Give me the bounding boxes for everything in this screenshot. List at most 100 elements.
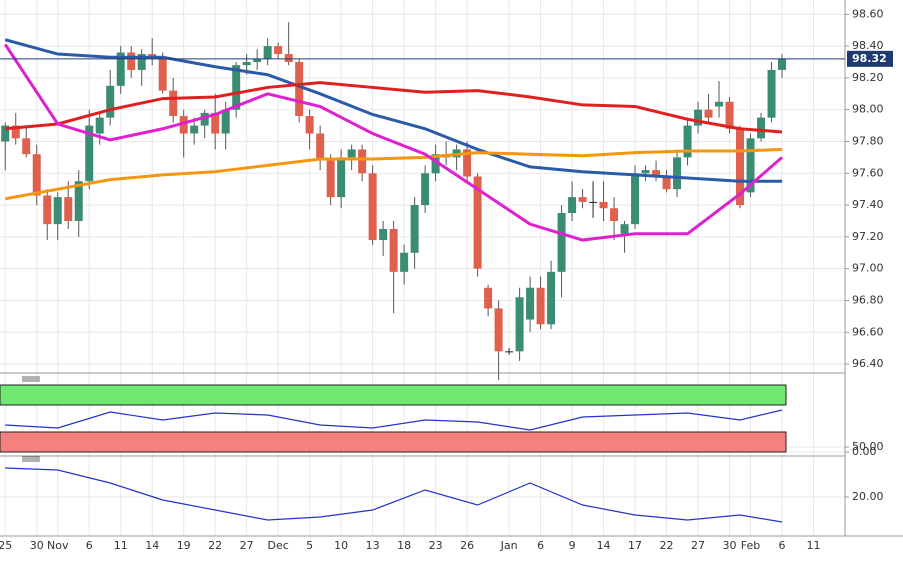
candle-body — [22, 138, 31, 155]
x-tick-label: 23 — [429, 539, 443, 552]
x-tick-label: 27 — [240, 539, 254, 552]
x-tick-label: 17 — [628, 539, 642, 552]
y-tick-label: 97.20 — [852, 230, 884, 243]
y-tick-label: 97.60 — [852, 166, 884, 179]
x-tick-label: 6 — [537, 539, 544, 552]
x-tick-label: 26 — [460, 539, 474, 552]
candle-body — [232, 65, 241, 110]
x-tick-label: Nov — [47, 539, 69, 552]
candle-body — [536, 287, 545, 325]
y-tick-label: 20.00 — [852, 490, 884, 503]
candle-body — [169, 90, 178, 117]
candle-body — [505, 351, 514, 353]
candle-body — [557, 213, 566, 272]
moving-average — [3, 43, 784, 242]
candle-body — [631, 173, 640, 225]
candle-body — [473, 176, 482, 269]
candle-body — [379, 228, 388, 241]
x-tick-label: Jan — [500, 539, 518, 552]
x-tick-label: 11 — [807, 539, 821, 552]
candle-body — [526, 287, 535, 320]
x-tick-label: Feb — [741, 539, 760, 552]
candle-body — [347, 149, 356, 158]
candle-body — [253, 58, 262, 62]
candle-body — [158, 58, 167, 91]
x-tick-label: 18 — [397, 539, 411, 552]
y-tick-label: 98.00 — [852, 103, 884, 116]
moving-average — [5, 81, 783, 134]
candle-body — [85, 125, 94, 182]
candle-body — [778, 58, 787, 70]
candle-body — [431, 154, 440, 174]
indicator-line — [5, 409, 783, 431]
candle-body — [295, 62, 304, 117]
panel-handle[interactable] — [22, 376, 40, 382]
current-price-box — [847, 50, 893, 67]
candle-body — [137, 54, 146, 70]
oversold-band — [0, 431, 787, 453]
x-tick-label: 25 — [0, 539, 12, 552]
x-tick-label: 22 — [660, 539, 674, 552]
candle-body — [242, 62, 251, 66]
x-tick-label: 9 — [569, 539, 576, 552]
y-tick-label: 97.80 — [852, 134, 884, 147]
candle-body — [284, 54, 293, 62]
y-tick-label: 96.40 — [852, 357, 884, 370]
y-tick-label: 98.60 — [852, 7, 884, 20]
candle-body — [578, 197, 587, 202]
x-tick-label: 14 — [597, 539, 611, 552]
candle-body — [568, 197, 577, 214]
y-tick-label: 50.00 — [852, 440, 884, 453]
y-tick-label: 0.00 — [852, 445, 877, 458]
y-tick-label: 96.80 — [852, 293, 884, 306]
candle-body — [767, 69, 776, 118]
candle-body — [211, 112, 220, 134]
candle-body — [127, 52, 136, 70]
moving-average — [4, 38, 783, 183]
x-tick-label: 19 — [177, 539, 191, 552]
candle-body — [715, 101, 724, 107]
candle-body — [389, 228, 398, 272]
candle-body — [179, 116, 188, 134]
candle-body — [746, 138, 755, 193]
candle-body — [620, 224, 629, 234]
candle-body — [74, 181, 83, 221]
candle-body — [610, 208, 619, 221]
candle-body — [725, 101, 734, 129]
candle-body — [421, 173, 430, 206]
y-tick-label: 97.00 — [852, 262, 884, 275]
candle-body — [368, 173, 377, 241]
candle-body — [190, 125, 199, 134]
candle-body — [221, 109, 230, 134]
candle-body — [1, 125, 10, 142]
candle-body — [704, 109, 713, 118]
candle-body — [200, 112, 209, 126]
candle-body — [652, 170, 661, 177]
candle-body — [547, 271, 556, 325]
x-tick-label: 30 — [723, 539, 737, 552]
x-tick-label: 14 — [145, 539, 159, 552]
candle-body — [337, 157, 346, 198]
y-tick-label: 97.40 — [852, 198, 884, 211]
candle-body — [106, 85, 115, 118]
panel-handle[interactable] — [22, 456, 40, 462]
x-tick-label: 27 — [691, 539, 705, 552]
candle-body — [274, 46, 283, 55]
candle-body — [410, 205, 419, 253]
candle-body — [116, 52, 125, 86]
candle-body — [326, 160, 335, 198]
candle-body — [43, 195, 52, 225]
candle-body — [757, 117, 766, 139]
candle-body — [515, 297, 524, 352]
candle-body — [263, 46, 272, 59]
x-tick-label: 6 — [86, 539, 93, 552]
candle-body — [662, 176, 671, 190]
candle-body — [599, 201, 608, 209]
plot: 96.40 96.60 96.80 97.00 97.20 97.40 97.60 97.80… — [0, 7, 893, 552]
candle-body — [32, 154, 41, 196]
candle-body — [400, 252, 409, 272]
indicator-line — [5, 467, 783, 523]
candle-body — [316, 133, 325, 161]
